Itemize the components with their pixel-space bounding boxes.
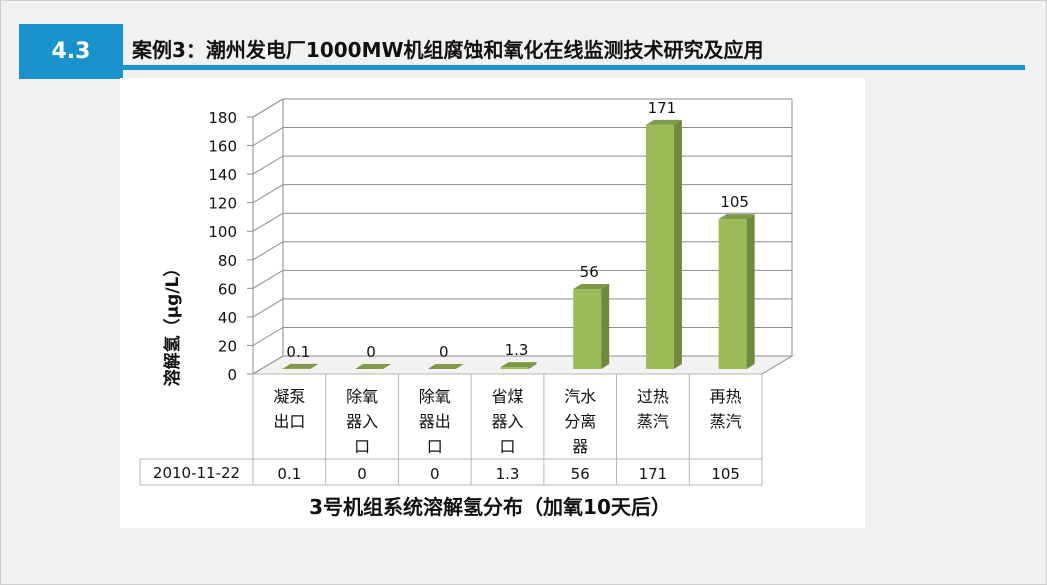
bar-side xyxy=(746,214,755,369)
bar-top xyxy=(282,363,319,369)
category-label: 器 xyxy=(572,437,588,456)
y-tick-label: 140 xyxy=(208,166,237,184)
data-label: 0 xyxy=(439,343,449,361)
category-label: 器入 xyxy=(491,412,523,431)
chart-back-wall xyxy=(282,98,793,357)
table-value: 0.1 xyxy=(277,465,301,483)
gridline xyxy=(252,326,792,346)
bar-top xyxy=(427,364,464,369)
category-label: 口 xyxy=(427,437,443,456)
data-label: 56 xyxy=(580,263,599,281)
gridline xyxy=(252,98,792,118)
y-tick-label: 180 xyxy=(208,109,237,127)
chart-panel: 0 20 40 60 80 100 120 140 160 180 0.1 0 0 1.3 56 171 10… xyxy=(120,78,865,528)
table-value: 0 xyxy=(430,465,440,483)
bar-top xyxy=(718,214,755,220)
bar-top xyxy=(355,364,392,369)
table-value: 56 xyxy=(571,465,590,483)
category-label: 除氧 xyxy=(346,387,378,406)
bar-side xyxy=(528,362,537,369)
bar-side xyxy=(673,119,682,369)
title-underline xyxy=(123,65,1025,70)
dissolved-hydrogen-bar-chart: 0 20 40 60 80 100 120 140 160 180 0.1 0 0 1.3 56 171 10… xyxy=(139,98,794,519)
table-value: 171 xyxy=(639,465,668,483)
bar xyxy=(573,289,602,369)
category-label: 省煤 xyxy=(491,387,523,406)
bar-side xyxy=(310,363,319,369)
category-label: 蒸汽 xyxy=(710,412,742,431)
y-tick-label: 60 xyxy=(218,280,237,298)
category-label: 再热 xyxy=(710,387,742,406)
bar-top xyxy=(500,362,537,368)
gridline xyxy=(252,241,792,261)
category-label: 出口 xyxy=(273,412,305,431)
data-label: 105 xyxy=(720,193,749,211)
bar xyxy=(645,124,674,369)
gridline xyxy=(252,269,792,289)
category-label: 器入 xyxy=(346,412,378,431)
table-value: 105 xyxy=(711,465,740,483)
y-axis: 0 20 40 60 80 100 120 140 160 180 xyxy=(208,109,254,384)
category-label: 口 xyxy=(499,437,515,456)
category-label: 除氧 xyxy=(419,387,451,406)
table-value: 1.3 xyxy=(496,465,520,483)
bar-top xyxy=(573,284,610,290)
y-tick-label: 80 xyxy=(218,252,237,270)
table-value: 0 xyxy=(357,465,367,483)
category-label: 器出 xyxy=(419,412,451,431)
y-tick-label: 0 xyxy=(227,366,237,384)
slide-title: 案例3：潮州发电厂1000MW机组腐蚀和氧化在线监测技术研究及应用 xyxy=(132,38,764,62)
bar-top xyxy=(645,119,682,125)
y-tick-label: 120 xyxy=(208,195,237,213)
gridline xyxy=(252,212,792,232)
y-tick-label: 40 xyxy=(218,309,237,327)
series-name-label: 2010-11-22 xyxy=(153,464,240,482)
gridline xyxy=(252,184,792,204)
bar-series xyxy=(282,119,755,369)
gridline xyxy=(252,298,792,318)
data-label: 0 xyxy=(366,343,376,361)
category-label: 过热 xyxy=(637,387,669,406)
gridline xyxy=(252,127,792,146)
data-label: 1.3 xyxy=(505,341,529,359)
bar-side xyxy=(601,284,610,369)
category-label: 口 xyxy=(354,437,370,456)
data-label: 171 xyxy=(648,99,677,117)
category-label: 汽水 xyxy=(564,387,596,406)
chart-grid xyxy=(251,98,794,375)
data-labels: 0.1 0 0 1.3 56 171 105 xyxy=(286,99,749,361)
chart-title: 3号机组系统溶解氢分布（加氧10天后） xyxy=(309,495,671,519)
data-label: 0.1 xyxy=(286,343,310,361)
category-label: 分离 xyxy=(564,412,596,431)
y-tick-label: 20 xyxy=(218,337,237,355)
y-tick-label: 100 xyxy=(208,223,237,241)
y-axis-title: 溶解氢（μg/L） xyxy=(162,260,183,387)
gridline xyxy=(252,155,792,175)
bar xyxy=(718,219,747,369)
category-label: 蒸汽 xyxy=(637,412,669,431)
section-number-badge: 4.3 xyxy=(19,24,123,79)
chart-side-wall xyxy=(252,98,284,375)
bar xyxy=(500,367,529,369)
category-label: 凝泵 xyxy=(273,387,305,406)
y-tick-label: 160 xyxy=(208,138,237,156)
gridline xyxy=(252,355,792,375)
